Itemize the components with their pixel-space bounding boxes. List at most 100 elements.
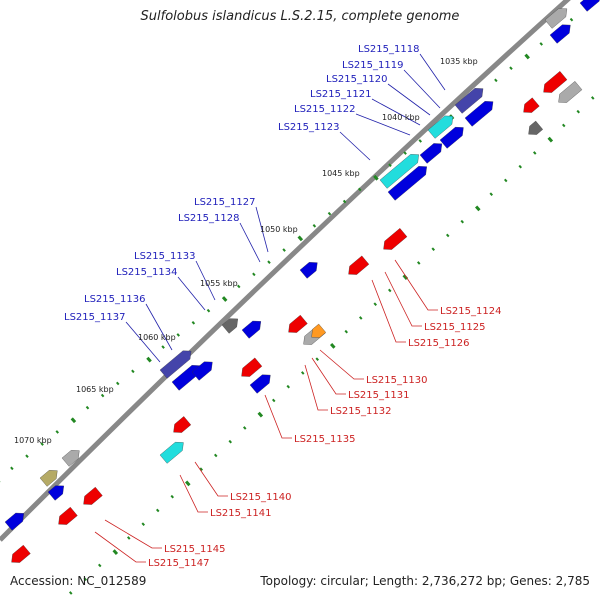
forward-gene-arrow [454, 88, 484, 114]
tick-mark [112, 549, 119, 555]
tick-mark [156, 508, 160, 513]
forward-gene-label: LS215_1134 [116, 267, 177, 278]
tick-mark [301, 371, 305, 375]
forward-gene-label: LS215_1137 [64, 312, 125, 323]
tick-mark [176, 333, 180, 337]
forward-label-leader [403, 69, 441, 109]
reverse-gene-arrow [58, 506, 78, 525]
tick-mark [40, 442, 44, 446]
tick-mark [403, 151, 407, 155]
forward-gene-arrow [439, 126, 464, 149]
forward-label-leader [371, 98, 421, 126]
reverse-label-leader [94, 531, 146, 563]
reverse-gene-arrow [288, 314, 308, 333]
kbp-label: 1040 kbp [382, 113, 420, 122]
tick-mark [257, 411, 264, 418]
reverse-gene-arrow [311, 323, 327, 338]
tick-mark [228, 439, 232, 444]
forward-gene-arrow [549, 24, 571, 44]
forward-gene-arrow [241, 320, 262, 339]
tick-mark [70, 417, 77, 424]
tick-mark [388, 163, 392, 167]
kbp-label: 1060 kbp [138, 333, 176, 342]
tick-mark [402, 274, 409, 280]
kbp-labels: 1035 kbp 1040 kbp 1045 kbp 1050 kbp 1055 kbp… [14, 57, 478, 445]
forward-gene-arrow [159, 441, 184, 464]
tick-mark [10, 466, 14, 471]
forward-gene-label: LS215_1128 [178, 213, 239, 224]
reverse-label-leader [194, 461, 228, 497]
reverse-label-leader [319, 349, 364, 380]
genome-summary-text: Topology: circular; Length: 2,736,272 bp… [260, 574, 590, 588]
tick-mark [489, 192, 493, 196]
reverse-gene-arrow [558, 81, 583, 103]
forward-label-leader [255, 206, 269, 253]
forward-gene-arrow [61, 450, 80, 467]
reverse-gene-arrow [348, 255, 370, 275]
tick-mark [221, 296, 228, 302]
forward-gene-label: LS215_1123 [278, 122, 339, 133]
forward-label-leader [339, 131, 371, 161]
reverse-gene-label: LS215_1145 [164, 544, 225, 555]
forward-gene-label: LS215_1127 [194, 197, 255, 208]
genome-title: Sulfolobus islandicus L.S.2.15, complete… [140, 9, 460, 24]
reverse-gene-label: LS215_1124 [440, 306, 501, 317]
kbp-label: 1050 kbp [260, 225, 298, 234]
tick-mark [475, 205, 481, 212]
reverse-label-leader [371, 279, 406, 343]
reverse-gene-label: LS215_1126 [408, 338, 469, 349]
reverse-label-leader [311, 357, 346, 395]
tick-mark [460, 219, 464, 224]
reverse-label-leader [179, 474, 208, 513]
reverse-gene-label: LS215_1135 [294, 434, 355, 445]
tick-mark [297, 235, 304, 242]
label-leaders [94, 53, 446, 563]
forward-gene-arrow [221, 318, 238, 334]
forward-gene-arrow [159, 350, 192, 379]
tick-mark [146, 356, 152, 363]
reverse-label-leader [264, 394, 292, 439]
forward-gene-arrow [419, 143, 443, 164]
tick-mark [236, 284, 241, 289]
tick-mark [533, 151, 537, 155]
reverse-label-leader [384, 271, 422, 327]
tick-mark [83, 577, 87, 581]
tick-mark [252, 272, 256, 277]
kbp-label: 1070 kbp [14, 436, 52, 445]
accession-text: Accession: NC_012589 [10, 574, 147, 588]
forward-gene-arrow [4, 512, 25, 531]
tick-mark [55, 430, 59, 434]
reverse-gene-label: LS215_1125 [424, 322, 485, 333]
tick-mark [170, 494, 174, 499]
forward-gene-arrow [39, 470, 58, 487]
forward-gene-arrow [387, 166, 427, 201]
tick-mark [504, 178, 508, 183]
tick-mark [358, 187, 362, 192]
tick-mark [446, 233, 450, 238]
forward-label-leader [239, 222, 261, 263]
tick-mark [330, 342, 336, 349]
forward-gene-label: LS215_1136 [84, 294, 145, 305]
tick-mark [267, 260, 271, 264]
kbp-label: 1035 kbp [440, 57, 478, 66]
forward-gene-arrow [464, 101, 494, 127]
reverse-gene-label: LS215_1131 [348, 390, 409, 401]
tick-mark [282, 248, 286, 252]
tick-mark [373, 302, 377, 306]
reverse-label-leader [304, 364, 328, 411]
forward-label-leader [355, 113, 411, 136]
reverse-gene-arrow [523, 97, 540, 113]
forward-label-leader [125, 321, 161, 363]
forward-gene-arrow [427, 115, 454, 139]
tick-mark [315, 357, 319, 361]
forward-label-leader [177, 276, 206, 311]
forward-gene-arrow [379, 154, 419, 189]
kbp-label: 1045 kbp [322, 169, 360, 178]
reverse-gene-label: LS215_1140 [230, 492, 291, 503]
forward-label-leader [145, 303, 173, 351]
forward-gene-arrow [299, 262, 318, 279]
forward-gene-arrow [47, 485, 64, 501]
tick-mark [494, 78, 498, 83]
